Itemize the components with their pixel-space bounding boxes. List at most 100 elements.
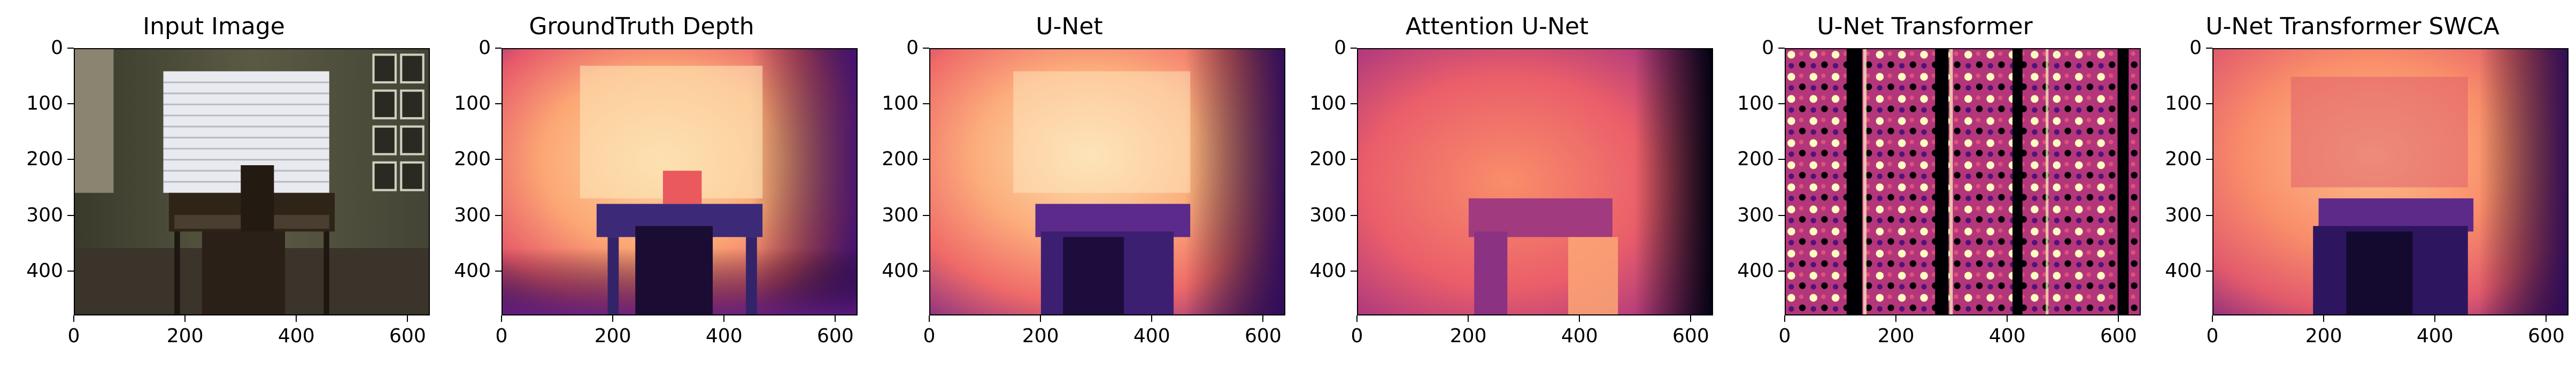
x-tick-mark [2323,315,2325,322]
y-tick-mark [923,214,929,216]
x-tick-mark [1151,315,1153,322]
panel-title: Attention U-Net [1405,13,1589,40]
y-tick-mark [67,103,74,105]
panel-unet-transformer: U-Net Transformer [1711,0,2139,370]
x-tick-mark [1579,315,1580,322]
y-tick-text: 0 [479,37,491,59]
x-tick-text: 400 [2416,325,2454,347]
y-tick-label: 100 [4,93,74,114]
x-tick-mark [723,315,725,322]
x-tick-text: 200 [2305,325,2342,347]
y-tick-text: 300 [1737,204,1774,226]
x-tick-text: 400 [1988,325,2026,347]
x-tick-text: 0 [495,325,508,347]
y-tick-label: 100 [432,93,502,114]
x-tick-label: 200 [581,315,645,347]
y-tick-label: 100 [860,93,929,114]
x-tick-label: 400 [2403,315,2467,347]
y-tick-label: 200 [860,149,929,170]
panel-groundtruth-depth: GroundTruth Depth [428,0,855,370]
input-image [74,48,430,315]
x-tick-text: 0 [1778,325,1791,347]
y-tick-label: 0 [860,37,929,59]
y-tick-label: 0 [1287,37,1357,59]
x-tick-label: 200 [153,315,217,347]
x-tick-mark [501,315,502,322]
x-tick-text: 400 [1133,325,1170,347]
x-tick-mark [1690,315,1692,322]
x-tick-text: 600 [389,325,426,347]
y-tick-text: 100 [1737,92,1774,115]
x-tick-label: 600 [375,315,439,347]
unet-transformer-swca-depth-map [2212,48,2569,315]
x-tick-label: 600 [1231,315,1295,347]
x-tick-mark [1262,315,1264,322]
x-tick-mark [1895,315,1897,322]
x-tick-label: 400 [1975,315,2039,347]
y-tick-mark [1351,214,1357,216]
x-tick-mark [2212,315,2213,322]
x-tick-mark [1784,315,1785,322]
x-tick-label: 0 [42,315,106,347]
y-tick-label: 300 [2143,204,2212,226]
y-tick-text: 300 [2165,204,2202,226]
y-tick-text: 300 [26,204,63,226]
x-tick-label: 600 [2514,315,2576,347]
y-tick-text: 100 [882,92,919,115]
y-tick-mark [1351,270,1357,272]
y-tick-text: 200 [1737,148,1774,171]
x-tick-text: 200 [1449,325,1487,347]
y-tick-text: 200 [1309,148,1346,171]
y-tick-label: 100 [1287,93,1357,114]
y-tick-label: 300 [4,204,74,226]
x-tick-text: 400 [705,325,743,347]
y-tick-text: 200 [454,148,491,171]
x-tick-text: 600 [817,325,854,347]
panel-unet: U-Net [855,0,1283,370]
y-tick-mark [923,103,929,105]
x-tick-label: 400 [264,315,328,347]
y-tick-label: 0 [432,37,502,59]
x-tick-text: 200 [1022,325,1059,347]
y-tick-text: 0 [1334,37,1346,59]
y-tick-mark [67,48,74,49]
x-tick-text: 200 [166,325,204,347]
y-tick-text: 0 [51,37,63,59]
y-tick-label: 400 [4,260,74,282]
panel-title: U-Net Transformer SWCA [2205,13,2500,40]
x-tick-label: 400 [1547,315,1611,347]
y-tick-mark [2206,159,2212,160]
y-tick-text: 300 [1309,204,1346,226]
y-tick-mark [1778,103,1785,105]
y-tick-mark [495,159,502,160]
x-tick-label: 600 [803,315,867,347]
y-tick-text: 100 [454,92,491,115]
x-tick-mark [2546,315,2547,322]
panel-title: GroundTruth Depth [529,13,754,40]
y-tick-label: 200 [1287,149,1357,170]
y-tick-label: 0 [4,37,74,59]
y-tick-text: 200 [26,148,63,171]
y-tick-label: 300 [432,204,502,226]
panel-input-image: Input Image [0,0,428,370]
y-tick-mark [1351,103,1357,105]
y-tick-label: 200 [4,149,74,170]
panel-title: U-Net [1036,13,1103,40]
x-tick-label: 600 [1659,315,1723,347]
y-tick-mark [67,270,74,272]
y-tick-label: 300 [860,204,929,226]
x-tick-mark [2434,315,2436,322]
x-tick-label: 400 [1120,315,1184,347]
y-tick-text: 0 [906,37,919,59]
y-tick-label: 400 [1715,260,1785,282]
attention-unet-depth-map [1357,48,1713,315]
x-tick-mark [407,315,408,322]
x-tick-label: 200 [1436,315,1500,347]
y-tick-mark [1778,48,1785,49]
x-tick-text: 0 [67,325,80,347]
x-tick-text: 0 [2206,325,2219,347]
panel-attention-unet: Attention U-Net [1283,0,1711,370]
y-tick-label: 100 [1715,93,1785,114]
x-tick-label: 200 [2292,315,2356,347]
groundtruth-depth-map [502,48,858,315]
